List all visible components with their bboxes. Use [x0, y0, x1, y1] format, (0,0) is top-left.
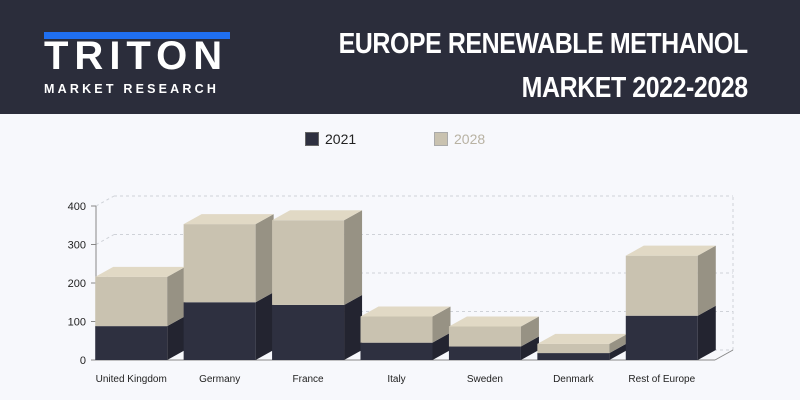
bar-side-2021 [344, 294, 363, 360]
brand-logo: TRITON MARKET RESEARCH [44, 32, 234, 98]
bar-side-2028 [520, 316, 539, 347]
legend-swatch-2021 [305, 132, 319, 146]
x-tick-label: Germany [199, 374, 240, 385]
y-tick-label: 0 [80, 355, 86, 367]
y-tick-label: 200 [68, 278, 86, 290]
bar-side-2028 [432, 306, 451, 343]
bar-side-2021 [167, 316, 186, 360]
x-tick-label: France [293, 374, 325, 385]
x-tick-label: Italy [387, 374, 405, 385]
bar-2028-denmark [537, 343, 610, 354]
title-line-2: MARKET 2022-2028 [521, 72, 748, 104]
bar-2028-united-kingdom [95, 276, 168, 327]
y-tick-label: 400 [68, 201, 86, 213]
floor-edge [714, 349, 734, 361]
logo-accent-bar [44, 32, 230, 39]
bar-side-2028 [609, 333, 628, 354]
bar-2021-rest-of-europe [625, 315, 698, 360]
bar-2021-sweden [448, 346, 521, 360]
y-tick-label: 300 [68, 240, 86, 252]
x-tick-label: United Kingdom [96, 374, 167, 385]
bar-side-2028 [167, 266, 186, 327]
bar-2028-rest-of-europe [625, 255, 698, 316]
bar-2021-denmark [537, 353, 610, 360]
y-tick-label: 100 [68, 317, 86, 329]
title-line-1: EUROPE RENEWABLE METHANOL [338, 28, 749, 60]
bar-2028-italy [360, 316, 433, 343]
bar-top [183, 214, 274, 225]
bar-2028-france [272, 220, 345, 305]
bar-top [272, 210, 363, 221]
bar-2021-germany [183, 302, 256, 360]
grid-diagonal [95, 195, 115, 207]
bar-side-2021 [697, 305, 716, 360]
brand-subtitle: MARKET RESEARCH [44, 82, 220, 96]
bar-side-2028 [697, 245, 716, 316]
bar-side-2021 [609, 343, 628, 360]
bar-top [537, 333, 628, 344]
bar-2028-sweden [448, 326, 521, 347]
page-title: EUROPE RENEWABLE METHANOL MARKET 2022-20… [338, 22, 749, 110]
bar-2021-france [272, 304, 345, 360]
x-tick-label: Rest of Europe [628, 374, 695, 385]
bar-side-2021 [432, 332, 451, 360]
header-banner: TRITON MARKET RESEARCH EUROPE RENEWABLE … [0, 0, 800, 114]
brand-name: TRITON [44, 34, 229, 78]
bar-side-2028 [344, 210, 363, 305]
bar-top [625, 245, 716, 256]
chart-legend: 2021 2028 [0, 130, 800, 150]
bar-top [448, 316, 539, 327]
legend-swatch-2028 [434, 132, 448, 146]
legend-label-2028: 2028 [454, 131, 486, 147]
grid-diagonal [95, 234, 115, 245]
bar-2021-united-kingdom [95, 326, 168, 360]
bar-2028-germany [183, 224, 256, 303]
bar-side-2021 [520, 336, 539, 360]
bar-side-2021 [255, 292, 274, 360]
bar-2021-italy [360, 342, 433, 360]
x-tick-label: Denmark [553, 374, 595, 385]
x-tick-label: Sweden [467, 374, 503, 385]
bar-top [95, 266, 186, 277]
bar-side-2028 [255, 214, 274, 303]
legend-label-2021: 2021 [325, 131, 357, 147]
bar-top [360, 306, 451, 317]
